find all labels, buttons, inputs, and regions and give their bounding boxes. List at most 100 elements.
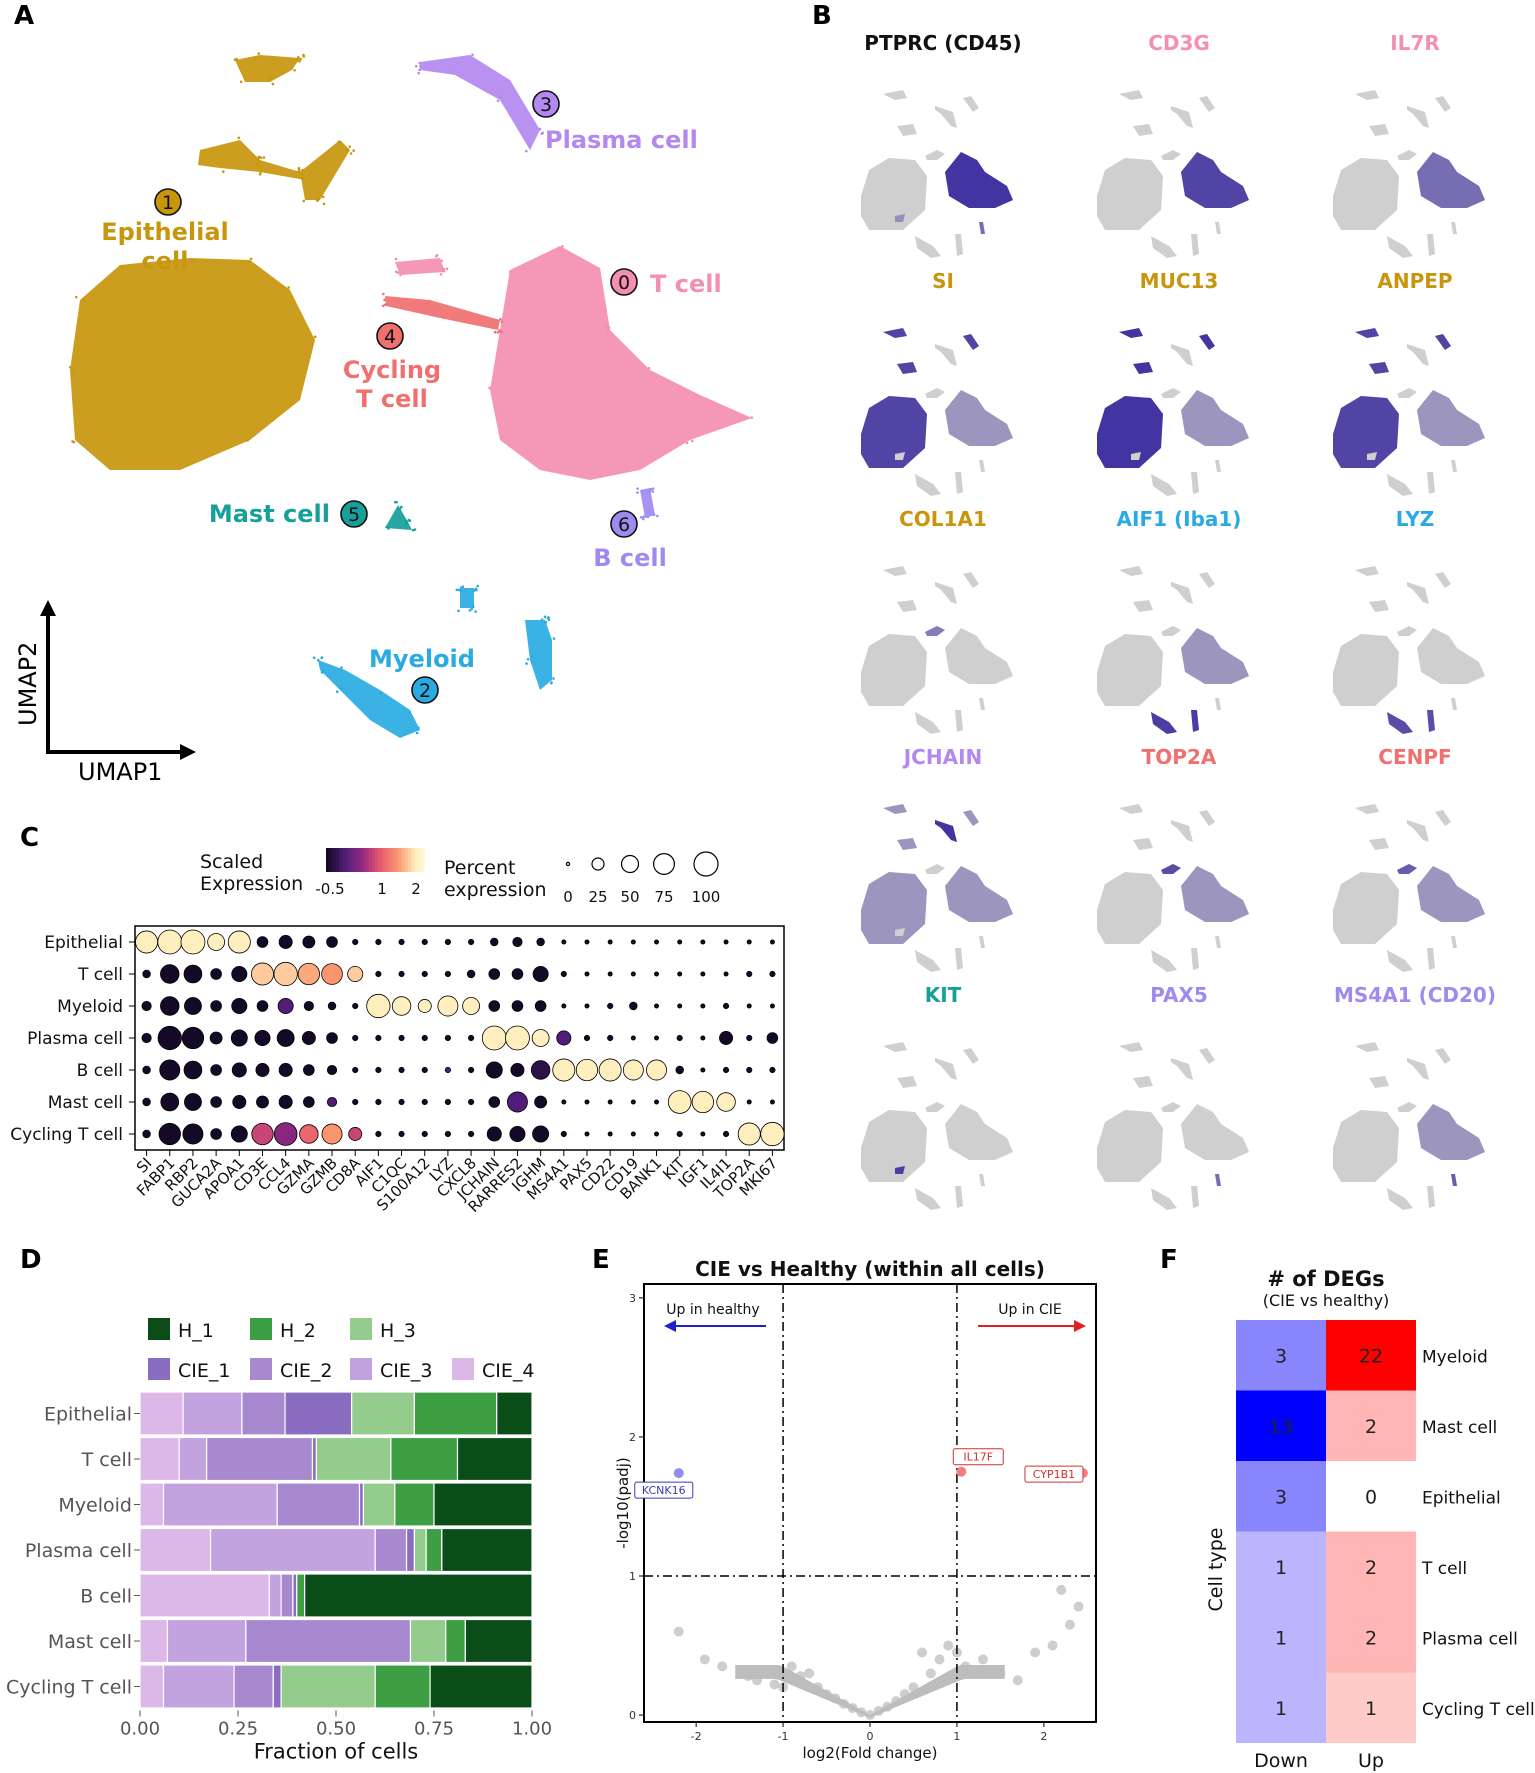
dotplot-dot xyxy=(722,1066,730,1074)
feature-cluster-shape xyxy=(935,582,957,604)
colorbar-segment xyxy=(391,848,396,872)
umap-cluster-shape xyxy=(525,620,552,690)
heatmap-cell xyxy=(1326,1602,1416,1673)
feature-cluster-shape xyxy=(1367,1166,1377,1174)
dotplot-dot xyxy=(437,995,459,1017)
dotplot-dot xyxy=(719,1031,734,1045)
umap-cell-dot xyxy=(297,170,301,173)
umap-cell-dot xyxy=(540,618,544,622)
dotplot-dot xyxy=(746,1034,753,1042)
volcano-y-tick-label: 1 xyxy=(629,1570,636,1583)
feature-cluster-shape xyxy=(883,566,907,576)
umap-cluster-label: Cycling xyxy=(343,356,441,384)
feature-gene-title: ANPEP xyxy=(1377,269,1452,293)
umap-cell-dot xyxy=(502,330,505,334)
dotplot-dot xyxy=(256,1095,269,1109)
feature-cluster-shape xyxy=(883,328,907,338)
umap-cell-dot xyxy=(352,149,355,152)
umap-cluster-shape xyxy=(420,55,540,150)
feature-cluster-shape xyxy=(861,872,927,944)
umap-cell-dot xyxy=(72,369,76,372)
feature-cluster-shape xyxy=(1171,1058,1193,1080)
umap-cell-dot xyxy=(640,489,644,493)
umap-cell-dot xyxy=(257,166,261,170)
dotplot-dot xyxy=(352,1098,359,1106)
dotplot-dot xyxy=(485,1061,503,1079)
feature-cluster-shape xyxy=(945,628,1013,684)
feature-cluster-shape xyxy=(925,626,945,636)
umap-cluster-badge xyxy=(610,510,638,538)
volcano-point xyxy=(873,1705,884,1716)
feature-cluster-shape xyxy=(1333,396,1399,468)
umap-cell-dot xyxy=(651,487,655,490)
dotplot-row-label: Plasma cell xyxy=(27,1029,123,1049)
arrow-left-head xyxy=(664,1320,676,1332)
dotplot-dot xyxy=(746,1066,753,1074)
umap-cell-dot xyxy=(349,152,353,155)
dotplot-dot xyxy=(207,933,226,951)
feature-plot: AIF1 (Iba1) xyxy=(1097,507,1249,734)
dotplot-dot xyxy=(303,1064,315,1076)
dotplot-dot xyxy=(676,1130,683,1138)
umap-cell-dot xyxy=(543,615,547,619)
heatmap-cell-value: 1 xyxy=(1275,1627,1287,1649)
feature-cluster-shape xyxy=(925,1102,945,1112)
umap-cell-dot xyxy=(652,513,656,517)
feature-cluster-shape xyxy=(883,804,907,814)
umap-cell-dot xyxy=(428,301,431,304)
feature-cluster-shape xyxy=(963,810,979,826)
feature-cluster-shape xyxy=(1151,1188,1177,1210)
feature-cluster-shape xyxy=(1097,634,1163,706)
umap-cluster-shape xyxy=(385,505,412,530)
umap-cell-dot xyxy=(301,173,305,176)
feature-cluster-shape xyxy=(955,710,963,732)
feature-cluster-shape xyxy=(1387,950,1413,972)
umap-cell-dot xyxy=(439,273,443,276)
volcano-point xyxy=(673,1626,684,1637)
umap-cell-dot xyxy=(541,131,545,135)
feature-cluster-shape xyxy=(1171,106,1193,128)
heatmap-subtitle: (CIE vs healthy) xyxy=(1263,1291,1390,1310)
volcano-point xyxy=(821,1689,832,1700)
feature-cluster-shape xyxy=(1131,452,1141,460)
umap-cell-dot xyxy=(249,257,253,261)
colorbar-tick-label: 2 xyxy=(411,880,421,898)
umap-cell-dot xyxy=(440,259,443,263)
bar-x-axis-label: Fraction of cells xyxy=(254,1740,419,1764)
umap-cell-dot xyxy=(470,607,474,611)
bar-legend-swatch xyxy=(250,1318,272,1340)
bar-category-label: Epithelial xyxy=(44,1404,132,1426)
feature-gene-title: IL7R xyxy=(1390,31,1440,55)
feature-cluster-shape xyxy=(1369,838,1389,850)
colorbar-segment xyxy=(368,848,373,872)
dotplot-dot xyxy=(160,996,180,1016)
panel-label-f: F xyxy=(1160,1245,1178,1275)
umap-cell-dot xyxy=(262,156,266,159)
feature-cluster-shape xyxy=(1397,150,1417,160)
umap-cell-dot xyxy=(641,517,645,521)
feature-plots-panel: PTPRC (CD45) CD3G IL7R SI MUC13 ANPEP COL1A1 AI… xyxy=(861,31,1496,1210)
umap-cell-dot xyxy=(239,80,243,84)
feature-cluster-shape xyxy=(935,106,957,128)
umap-cell-dot xyxy=(337,140,341,144)
umap-cell-dot xyxy=(382,292,385,296)
dotplot-dot xyxy=(468,938,475,946)
dotplot-dot xyxy=(184,997,202,1015)
heatmap-cell xyxy=(1236,1672,1326,1743)
feature-cluster-bg xyxy=(861,872,927,944)
feature-cluster-shape xyxy=(897,600,917,612)
umap-cell-dot xyxy=(383,303,387,306)
umap-cell-dot xyxy=(488,386,491,390)
feature-plot: PTPRC (CD45) xyxy=(861,31,1022,258)
heatmap-row-label: Mast cell xyxy=(1422,1418,1497,1438)
umap-cell-dot xyxy=(383,298,386,302)
umap-cluster-label: Epithelial xyxy=(101,218,229,246)
colorbar-segment xyxy=(342,848,347,872)
dotplot-dot xyxy=(326,1032,338,1044)
feature-cluster-shape xyxy=(1427,710,1435,732)
dotplot-dot xyxy=(347,966,364,982)
umap-cell-dot xyxy=(425,302,428,305)
volcano-point xyxy=(847,1703,858,1714)
feature-cluster-shape xyxy=(1131,214,1141,222)
